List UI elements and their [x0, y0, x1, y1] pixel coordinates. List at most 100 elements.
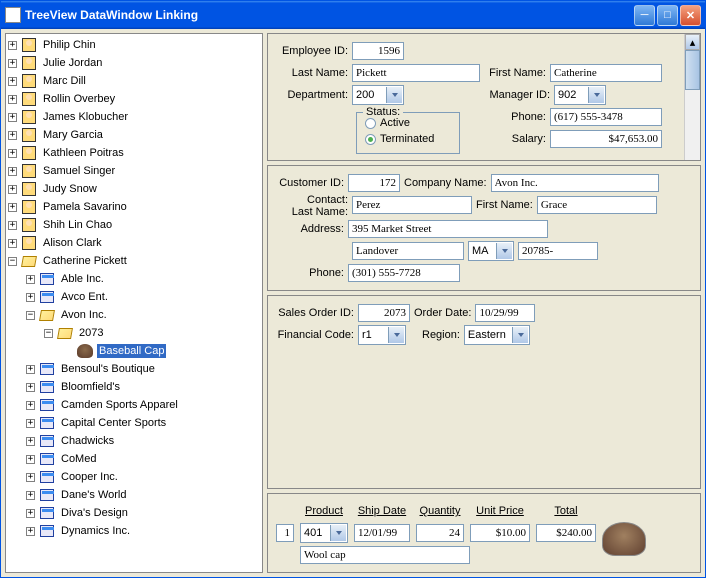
expand-toggle-icon[interactable]: + [26, 455, 35, 464]
tree-item[interactable]: +Avco Ent. [8, 288, 260, 306]
tree-icon [21, 253, 37, 269]
expand-toggle-icon[interactable]: − [44, 329, 53, 338]
maximize-button[interactable]: □ [657, 5, 678, 26]
ship-date-field[interactable] [354, 524, 410, 542]
expand-toggle-icon[interactable]: + [8, 131, 17, 140]
tree-item[interactable]: +CoMed [8, 450, 260, 468]
minimize-button[interactable]: ─ [634, 5, 655, 26]
tree-item[interactable]: +Rollin Overbey [8, 90, 260, 108]
expand-toggle-icon[interactable]: + [26, 383, 35, 392]
tree-item[interactable]: +Pamela Savarino [8, 198, 260, 216]
tree-item[interactable]: +Marc Dill [8, 72, 260, 90]
tree-item[interactable]: +Capital Center Sports [8, 414, 260, 432]
tree-icon [39, 397, 55, 413]
address-field[interactable] [348, 220, 548, 238]
region-select[interactable]: Eastern [464, 325, 530, 345]
order-id-field[interactable] [358, 304, 410, 322]
department-select[interactable]: 200 [352, 85, 404, 105]
tree-item[interactable]: Baseball Cap [8, 342, 260, 360]
tree-item[interactable]: +Alison Clark [8, 234, 260, 252]
tree-item[interactable]: +Mary Garcia [8, 126, 260, 144]
expand-toggle-icon[interactable]: − [26, 311, 35, 320]
tree-view[interactable]: +Philip Chin+Julie Jordan+Marc Dill+Roll… [5, 33, 263, 573]
expand-toggle-icon[interactable]: + [8, 185, 17, 194]
tree-item[interactable]: +Judy Snow [8, 180, 260, 198]
expand-toggle-icon[interactable]: + [26, 365, 35, 374]
tree-item[interactable]: +Samuel Singer [8, 162, 260, 180]
quantity-field[interactable] [416, 524, 464, 542]
tree-item[interactable]: +Bloomfield's [8, 378, 260, 396]
expand-toggle-icon[interactable]: + [8, 113, 17, 122]
expand-toggle-icon[interactable]: + [8, 221, 17, 230]
tree-item[interactable]: +Philip Chin [8, 36, 260, 54]
tree-item[interactable]: +Able Inc. [8, 270, 260, 288]
expand-toggle-icon[interactable]: + [26, 401, 35, 410]
tree-item[interactable]: +Bensoul's Boutique [8, 360, 260, 378]
expand-toggle-icon[interactable]: + [8, 77, 17, 86]
expand-toggle-icon[interactable]: + [8, 95, 17, 104]
tree-item[interactable]: −Avon Inc. [8, 306, 260, 324]
expand-toggle-icon[interactable]: + [8, 239, 17, 248]
total-field[interactable] [536, 524, 596, 542]
company-name-field[interactable] [491, 174, 659, 192]
tree-icon [21, 73, 37, 89]
salary-field[interactable] [550, 130, 662, 148]
close-button[interactable]: ✕ [680, 5, 701, 26]
expand-toggle-icon[interactable]: + [26, 419, 35, 428]
line-num-field[interactable] [276, 524, 294, 542]
financial-code-select[interactable]: r1 [358, 325, 406, 345]
customer-phone-field[interactable] [348, 264, 460, 282]
last-name-field[interactable] [352, 64, 480, 82]
tree-item[interactable]: +Cooper Inc. [8, 468, 260, 486]
first-name-field[interactable] [550, 64, 662, 82]
tree-item[interactable]: +James Klobucher [8, 108, 260, 126]
manager-id-select[interactable]: 902 [554, 85, 606, 105]
expand-toggle-icon[interactable]: + [26, 437, 35, 446]
tree-item[interactable]: +Dynamics Inc. [8, 522, 260, 540]
zip-field[interactable] [518, 242, 598, 260]
department-label: Department: [276, 89, 348, 101]
line-items-panel: Product Ship Date Quantity Unit Price To… [267, 493, 701, 573]
employee-panel: Employee ID: Last Name: First Name: Depa… [267, 33, 701, 161]
tree-item[interactable]: −Catherine Pickett [8, 252, 260, 270]
product-desc-field[interactable] [300, 546, 470, 564]
contact-first-field[interactable] [537, 196, 657, 214]
customer-id-field[interactable] [348, 174, 400, 192]
expand-toggle-icon[interactable]: + [26, 527, 35, 536]
expand-toggle-icon[interactable]: + [8, 149, 17, 158]
order-date-field[interactable] [475, 304, 535, 322]
expand-toggle-icon[interactable]: + [8, 59, 17, 68]
status-terminated-radio[interactable]: Terminated [365, 131, 451, 147]
tree-item[interactable]: +Shih Lin Chao [8, 216, 260, 234]
city-field[interactable] [352, 242, 464, 260]
expand-toggle-icon[interactable]: + [8, 167, 17, 176]
tree-item[interactable]: +Julie Jordan [8, 54, 260, 72]
tree-item[interactable]: +Diva's Design [8, 504, 260, 522]
company-name-label: Company Name: [404, 177, 487, 189]
product-select[interactable]: 401 [300, 523, 348, 543]
tree-item[interactable]: − 2073 [8, 324, 260, 342]
phone-field[interactable] [550, 108, 662, 126]
expand-toggle-icon[interactable]: + [26, 491, 35, 500]
expand-toggle-icon[interactable]: − [8, 257, 17, 266]
expand-toggle-icon[interactable]: + [26, 275, 35, 284]
scrollbar[interactable]: ▴ [684, 34, 700, 160]
expand-toggle-icon[interactable]: + [8, 203, 17, 212]
expand-toggle-icon[interactable]: + [26, 293, 35, 302]
expand-toggle-icon[interactable]: + [26, 509, 35, 518]
tree-item[interactable]: +Kathleen Poitras [8, 144, 260, 162]
tree-item[interactable]: +Chadwicks [8, 432, 260, 450]
tree-icon [57, 325, 73, 341]
employee-id-field[interactable] [352, 42, 404, 60]
expand-toggle-icon[interactable]: + [8, 41, 17, 50]
expand-toggle-icon[interactable]: + [26, 473, 35, 482]
contact-last-field[interactable] [352, 196, 472, 214]
address-label: Address: [276, 223, 344, 235]
tree-item[interactable]: +Dane's World [8, 486, 260, 504]
unit-price-field[interactable] [470, 524, 530, 542]
tree-item-label: 2073 [77, 326, 105, 340]
tree-icon [39, 307, 55, 323]
state-select[interactable]: MA [468, 241, 514, 261]
tree-item[interactable]: +Camden Sports Apparel [8, 396, 260, 414]
tree-icon [39, 505, 55, 521]
